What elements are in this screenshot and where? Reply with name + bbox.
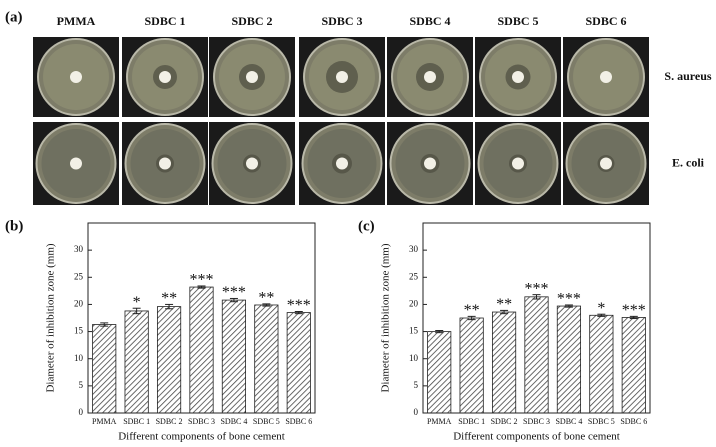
column-label: SDBC 5 bbox=[497, 14, 538, 28]
bar bbox=[92, 324, 117, 414]
bar bbox=[427, 331, 452, 414]
significance: ** bbox=[496, 296, 512, 313]
row-label: S. aureus bbox=[664, 69, 711, 83]
column-label: SDBC 3 bbox=[321, 14, 362, 28]
bar bbox=[254, 304, 279, 414]
column-label: SDBC 6 bbox=[585, 14, 626, 28]
bar bbox=[286, 312, 311, 414]
column-label: PMMA bbox=[57, 14, 96, 28]
y-tick-label: 10 bbox=[409, 353, 419, 363]
error-bar bbox=[467, 315, 476, 321]
significance: * bbox=[133, 294, 141, 311]
y-tick-label: 30 bbox=[409, 244, 419, 254]
bar bbox=[621, 317, 646, 414]
bar bbox=[221, 299, 247, 414]
error-bar bbox=[229, 297, 238, 303]
significance: *** bbox=[222, 284, 246, 301]
error-bar bbox=[597, 313, 606, 317]
significance: *** bbox=[557, 291, 581, 308]
significance: *** bbox=[525, 280, 549, 297]
y-tick-label: 15 bbox=[409, 326, 419, 336]
x-axis-label: Different components of bone cement bbox=[453, 431, 620, 443]
bar bbox=[491, 311, 517, 414]
disk bbox=[159, 157, 171, 170]
x-tick-label: PMMA bbox=[92, 417, 117, 426]
x-tick-label: SDBC 6 bbox=[620, 417, 647, 426]
column-label: SDBC 2 bbox=[231, 14, 272, 28]
disk bbox=[424, 157, 436, 170]
disk bbox=[70, 71, 82, 83]
y-tick-label: 30 bbox=[74, 244, 84, 254]
bar bbox=[589, 314, 614, 414]
disk bbox=[336, 157, 348, 170]
significance: *** bbox=[287, 297, 311, 314]
bar bbox=[459, 317, 484, 414]
error-bar bbox=[262, 303, 271, 307]
error-bar bbox=[132, 307, 141, 315]
y-tick-label: 20 bbox=[74, 298, 84, 308]
x-tick-label: SDBC 2 bbox=[491, 417, 518, 426]
error-bar bbox=[197, 285, 206, 289]
y-tick-label: 5 bbox=[79, 380, 84, 390]
bar bbox=[156, 306, 182, 414]
disk bbox=[246, 157, 258, 170]
bar bbox=[189, 286, 214, 414]
disk bbox=[512, 71, 524, 83]
column-label: SDBC 1 bbox=[144, 14, 185, 28]
significance: ** bbox=[258, 290, 274, 307]
x-tick-label: SDBC 3 bbox=[523, 417, 550, 426]
disk bbox=[336, 71, 348, 83]
error-bar bbox=[435, 329, 444, 334]
error-bar bbox=[165, 303, 174, 310]
y-tick-label: 0 bbox=[414, 407, 419, 417]
x-tick-label: SDBC 4 bbox=[220, 417, 247, 426]
column-label: SDBC 4 bbox=[409, 14, 450, 28]
disk bbox=[424, 71, 436, 83]
y-tick-label: 10 bbox=[74, 353, 84, 363]
bar bbox=[556, 305, 582, 414]
error-bar bbox=[100, 322, 109, 327]
y-axis-label: Diameter of inhibition zone (mm) bbox=[45, 243, 57, 392]
significance: *** bbox=[622, 302, 646, 319]
x-tick-label: SDBC 5 bbox=[253, 417, 280, 426]
disk bbox=[159, 71, 171, 83]
y-tick-label: 25 bbox=[409, 271, 419, 281]
x-tick-label: SDBC 4 bbox=[555, 417, 582, 426]
x-tick-label: SDBC 2 bbox=[156, 417, 183, 426]
x-tick-label: SDBC 6 bbox=[285, 417, 312, 426]
disk bbox=[512, 157, 524, 170]
x-tick-label: SDBC 1 bbox=[458, 417, 485, 426]
error-bar bbox=[564, 304, 573, 308]
significance: *** bbox=[190, 272, 214, 289]
y-axis-label: Diameter of inhibition zone (mm) bbox=[380, 243, 392, 392]
error-bar bbox=[294, 310, 303, 315]
panel-label: (b) bbox=[5, 218, 23, 234]
x-tick-label: SDBC 3 bbox=[188, 417, 215, 426]
x-tick-label: SDBC 5 bbox=[588, 417, 615, 426]
significance: * bbox=[597, 300, 605, 317]
significance: ** bbox=[161, 290, 177, 307]
disk bbox=[600, 71, 612, 83]
y-tick-label: 25 bbox=[74, 271, 84, 281]
error-bar bbox=[500, 309, 509, 315]
bar bbox=[524, 296, 549, 414]
significance: ** bbox=[464, 302, 480, 319]
y-tick-label: 0 bbox=[79, 407, 84, 417]
y-tick-label: 20 bbox=[409, 298, 419, 308]
error-bar bbox=[532, 294, 541, 300]
error-bar bbox=[629, 315, 638, 320]
y-tick-label: 5 bbox=[414, 380, 419, 390]
row-label: E. coli bbox=[672, 155, 705, 169]
bar bbox=[124, 310, 149, 414]
disk bbox=[246, 71, 258, 83]
panel-label: (a) bbox=[5, 9, 23, 25]
y-tick-label: 15 bbox=[74, 326, 84, 336]
panel-label: (c) bbox=[358, 218, 375, 234]
x-tick-label: SDBC 1 bbox=[123, 417, 150, 426]
disk bbox=[70, 157, 82, 170]
x-axis-label: Different components of bone cement bbox=[118, 431, 285, 443]
x-tick-label: PMMA bbox=[427, 417, 452, 426]
disk bbox=[600, 157, 612, 170]
